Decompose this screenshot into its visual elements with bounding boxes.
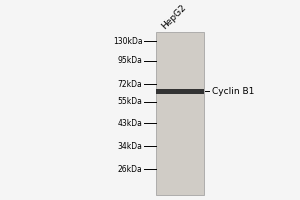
- Text: 34kDa: 34kDa: [118, 142, 142, 151]
- Text: HepG2: HepG2: [160, 3, 188, 31]
- Text: 55kDa: 55kDa: [118, 97, 142, 106]
- Bar: [156, 89, 203, 94]
- Text: 95kDa: 95kDa: [118, 56, 142, 65]
- Text: 72kDa: 72kDa: [118, 80, 142, 89]
- Text: 130kDa: 130kDa: [113, 37, 142, 46]
- Text: Cyclin B1: Cyclin B1: [212, 87, 255, 96]
- Text: 43kDa: 43kDa: [118, 119, 142, 128]
- Text: 26kDa: 26kDa: [118, 165, 142, 174]
- Bar: [156, 32, 203, 195]
